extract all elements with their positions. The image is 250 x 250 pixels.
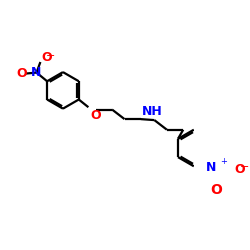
Text: −: − [46, 51, 55, 61]
Text: +: + [220, 157, 227, 166]
Text: O: O [41, 51, 52, 64]
Text: O: O [210, 184, 222, 198]
Text: N: N [206, 161, 216, 174]
Text: O: O [90, 109, 101, 122]
Text: O: O [234, 163, 245, 176]
Text: O: O [16, 67, 27, 80]
Text: NH: NH [142, 104, 163, 118]
Text: N: N [31, 66, 42, 79]
Text: −: − [240, 162, 249, 172]
